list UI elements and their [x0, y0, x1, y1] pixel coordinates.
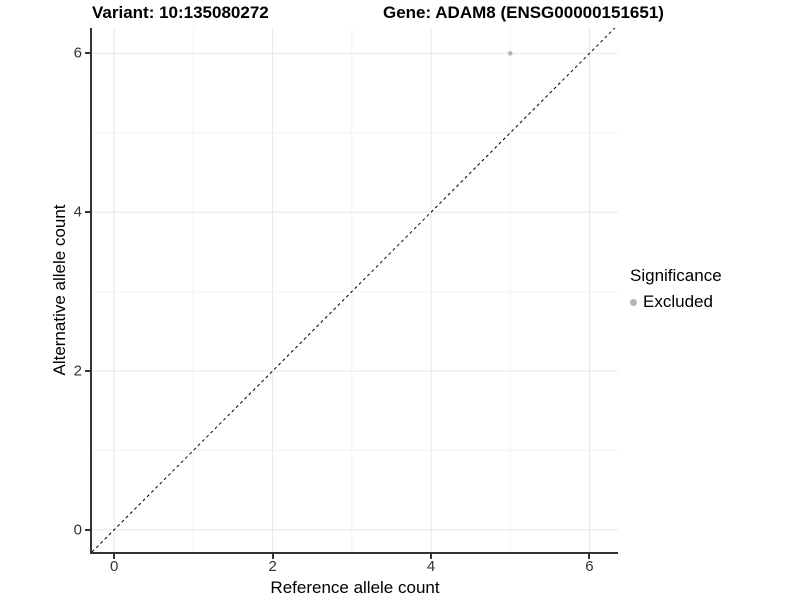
gene-title: Gene: ADAM8 (ENSG00000151651)	[383, 3, 664, 22]
y-tick-mark	[85, 211, 90, 214]
identity-dashed-line	[92, 28, 616, 552]
y-tick-mark	[85, 528, 90, 531]
x-axis-title: Reference allele count	[270, 578, 440, 597]
y-tick-label: 0	[73, 521, 82, 539]
x-tick-label: 6	[585, 558, 594, 575]
legend-title: Significance	[630, 266, 722, 285]
plot-panel	[92, 28, 618, 552]
x-axis-line	[90, 552, 618, 554]
legend-item-excluded: Excluded	[630, 292, 722, 312]
data-point-excluded	[507, 51, 513, 56]
y-tick-mark	[85, 369, 90, 372]
y-axis-line	[90, 28, 92, 554]
legend-item-label: Excluded	[643, 292, 713, 311]
y-tick-label: 6	[73, 44, 82, 62]
y-axis-title: Alternative allele count	[50, 204, 69, 376]
x-tick-mark	[430, 554, 433, 559]
x-tick-mark	[113, 554, 116, 559]
variant-title: Variant: 10:135080272	[92, 3, 269, 22]
scatter-plot-canvas	[92, 28, 618, 552]
x-tick-mark	[588, 554, 591, 559]
x-tick-label: 2	[268, 558, 277, 575]
x-tick-label: 4	[426, 558, 436, 575]
y-tick-label: 2	[73, 362, 82, 380]
legend: Significance Excluded	[630, 266, 722, 312]
x-tick-mark	[271, 554, 274, 559]
excluded-point-icon	[630, 298, 637, 306]
y-tick-label: 4	[73, 203, 82, 221]
x-tick-label: 0	[110, 558, 119, 575]
y-tick-mark	[85, 52, 90, 55]
